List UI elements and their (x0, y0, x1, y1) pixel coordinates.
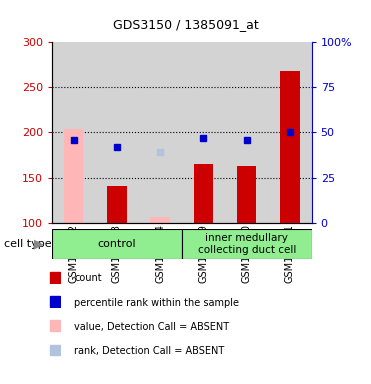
Text: cell type: cell type (4, 239, 51, 249)
Text: count: count (74, 273, 102, 283)
Bar (52, 229, 182, 259)
Bar (50, 272, 60, 283)
Bar (268, 42, 312, 223)
Bar (182, 229, 312, 259)
Text: GDS3150 / 1385091_at: GDS3150 / 1385091_at (113, 18, 258, 31)
Text: inner medullary
collecting duct cell: inner medullary collecting duct cell (197, 233, 296, 255)
Bar (225, 42, 268, 223)
Bar (280, 71, 300, 223)
Bar (150, 217, 170, 223)
Bar (237, 166, 256, 223)
Text: value, Detection Call = ABSENT: value, Detection Call = ABSENT (74, 322, 229, 332)
Bar (194, 164, 213, 223)
Bar (50, 345, 60, 356)
Text: percentile rank within the sample: percentile rank within the sample (74, 298, 239, 308)
Bar (95, 42, 138, 223)
Bar (182, 42, 225, 223)
Bar (107, 186, 127, 223)
Text: control: control (98, 239, 136, 249)
Bar (138, 42, 182, 223)
Text: rank, Detection Call = ABSENT: rank, Detection Call = ABSENT (74, 346, 224, 356)
Bar (50, 296, 60, 307)
Bar (50, 320, 60, 331)
Bar (64, 129, 83, 223)
Bar (52, 42, 95, 223)
Text: ▶: ▶ (34, 237, 44, 250)
